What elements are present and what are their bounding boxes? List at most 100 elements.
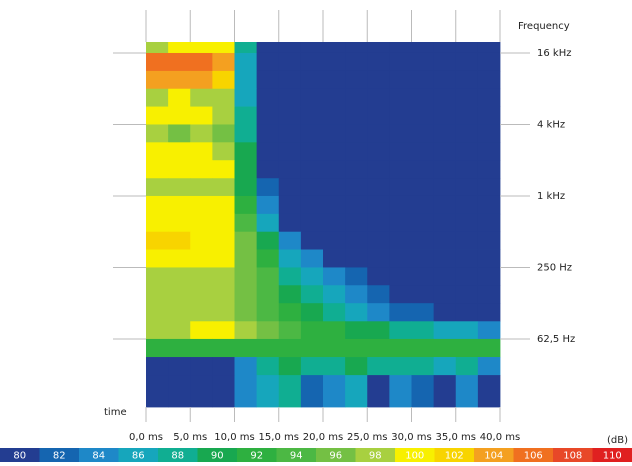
heatmap-cell	[257, 71, 280, 89]
heatmap-cell	[301, 89, 324, 107]
heatmap-cell	[190, 232, 213, 250]
heatmap-cell	[146, 124, 169, 142]
colorbar-label: 100	[405, 451, 424, 462]
heatmap-cell	[345, 232, 368, 250]
heatmap-cell	[389, 53, 412, 71]
heatmap-cell	[301, 285, 324, 303]
heatmap-cell	[301, 339, 324, 357]
heatmap-cell	[301, 53, 324, 71]
colorbar-label: 102	[445, 451, 464, 462]
heatmap-cell	[345, 53, 368, 71]
heatmap-cell	[389, 232, 412, 250]
heatmap-cell	[478, 214, 501, 232]
heatmap-cell	[279, 178, 302, 196]
heatmap-cell	[345, 178, 368, 196]
heatmap-cell	[434, 71, 457, 89]
colorbar-label: 106	[524, 451, 543, 462]
heatmap-cell	[190, 124, 213, 142]
heatmap-cell	[235, 53, 258, 71]
heatmap-cell	[434, 232, 457, 250]
heatmap-cell	[235, 89, 258, 107]
heatmap-cell	[456, 53, 479, 71]
heatmap-cell	[212, 267, 235, 285]
heatmap-cell	[279, 285, 302, 303]
heatmap-cell	[323, 285, 346, 303]
heatmap-cell	[235, 71, 258, 89]
heatmap-cell	[412, 339, 435, 357]
heatmap-cell	[323, 250, 346, 268]
y-tick-label: 1 kHz	[537, 191, 565, 202]
heatmap-cell	[235, 142, 258, 160]
heatmap-cell	[478, 42, 501, 53]
heatmap-cell	[301, 357, 324, 375]
heatmap-cell	[168, 267, 191, 285]
heatmap-cell	[456, 178, 479, 196]
heatmap-cell	[412, 285, 435, 303]
heatmap-cell	[389, 303, 412, 321]
heatmap-cell	[456, 232, 479, 250]
heatmap-cell	[301, 232, 324, 250]
x-tick-label: 30,0 ms	[391, 432, 431, 443]
heatmap-cell	[235, 250, 258, 268]
heatmap-cell	[146, 142, 169, 160]
heatmap-cell	[345, 89, 368, 107]
heatmap-cell	[168, 196, 191, 214]
heatmap-cell	[279, 42, 302, 53]
heatmap-cell	[323, 107, 346, 125]
heatmap-cell	[212, 196, 235, 214]
heatmap-cell	[168, 303, 191, 321]
heatmap-cell	[434, 178, 457, 196]
heatmap-cell	[389, 375, 412, 407]
heatmap-cell	[146, 321, 169, 339]
heatmap-cell	[412, 71, 435, 89]
heatmap-cell	[235, 214, 258, 232]
heatmap-cell	[434, 267, 457, 285]
heatmap-cell	[212, 53, 235, 71]
heatmap-cell	[478, 196, 501, 214]
heatmap-cell	[301, 303, 324, 321]
heatmap-cell	[279, 71, 302, 89]
heatmap-cell	[190, 303, 213, 321]
heatmap-cell	[279, 375, 302, 407]
heatmap-cell	[389, 267, 412, 285]
heatmap-cell	[235, 160, 258, 178]
heatmap-cell	[434, 214, 457, 232]
heatmap-cell	[456, 89, 479, 107]
heatmap-cell	[434, 42, 457, 53]
x-tick-label: 5,0 ms	[173, 432, 207, 443]
heatmap-cell	[323, 214, 346, 232]
y-tick-label: 16 kHz	[537, 48, 571, 59]
heatmap-cell	[345, 142, 368, 160]
heatmap-cell	[279, 142, 302, 160]
heatmap-cell	[367, 53, 390, 71]
heatmap-cell	[279, 357, 302, 375]
colorbar-label: 96	[329, 451, 342, 462]
heatmap-cell	[478, 124, 501, 142]
heatmap-cell	[168, 178, 191, 196]
colorbar-label: 94	[290, 451, 303, 462]
heatmap-cell	[323, 142, 346, 160]
heatmap-cell	[389, 321, 412, 339]
heatmap-cell	[212, 178, 235, 196]
heatmap-cell	[434, 196, 457, 214]
heatmap-cell	[190, 178, 213, 196]
heatmap-cell	[190, 71, 213, 89]
heatmap-cell	[412, 53, 435, 71]
heatmap-cell	[257, 124, 280, 142]
x-tick-label: 10,0 ms	[214, 432, 254, 443]
x-tick-label: 35,0 ms	[436, 432, 476, 443]
heatmap-cell	[412, 375, 435, 407]
heatmap-cell	[279, 232, 302, 250]
heatmap-cell	[478, 357, 501, 375]
heatmap-cell	[212, 42, 235, 53]
heatmap-cell	[190, 357, 213, 375]
heatmap-cell	[146, 339, 169, 357]
heatmap-cell	[257, 339, 280, 357]
heatmap-cell	[257, 178, 280, 196]
heatmap-cell	[478, 321, 501, 339]
heatmap-cell	[478, 107, 501, 125]
heatmap-cell	[367, 42, 390, 53]
heatmap-cell	[367, 214, 390, 232]
y-tick-label: 62,5 Hz	[537, 334, 575, 345]
heatmap-cell	[367, 107, 390, 125]
